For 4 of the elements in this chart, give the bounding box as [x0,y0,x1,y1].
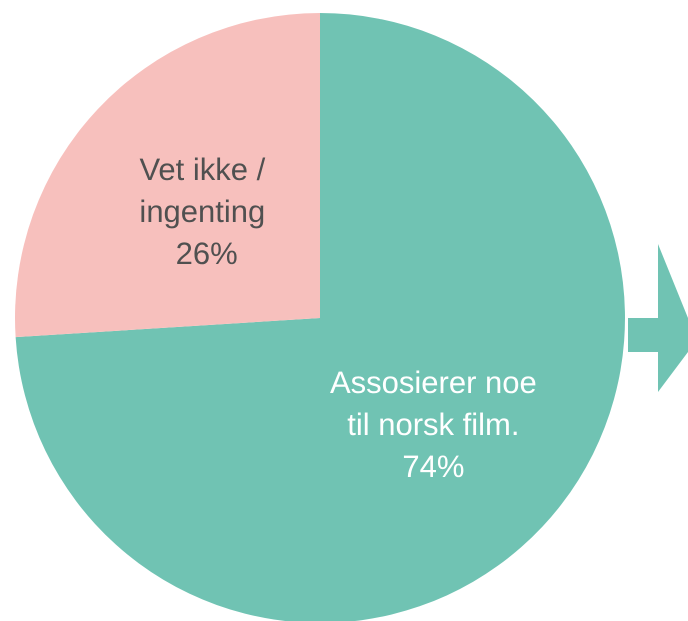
slice-label: Assosierer noe til norsk film. [330,364,537,442]
data-label: 26% [176,236,238,272]
slice-label: Vet ikke / ingenting [139,152,274,230]
data-label: 74% [402,448,464,484]
